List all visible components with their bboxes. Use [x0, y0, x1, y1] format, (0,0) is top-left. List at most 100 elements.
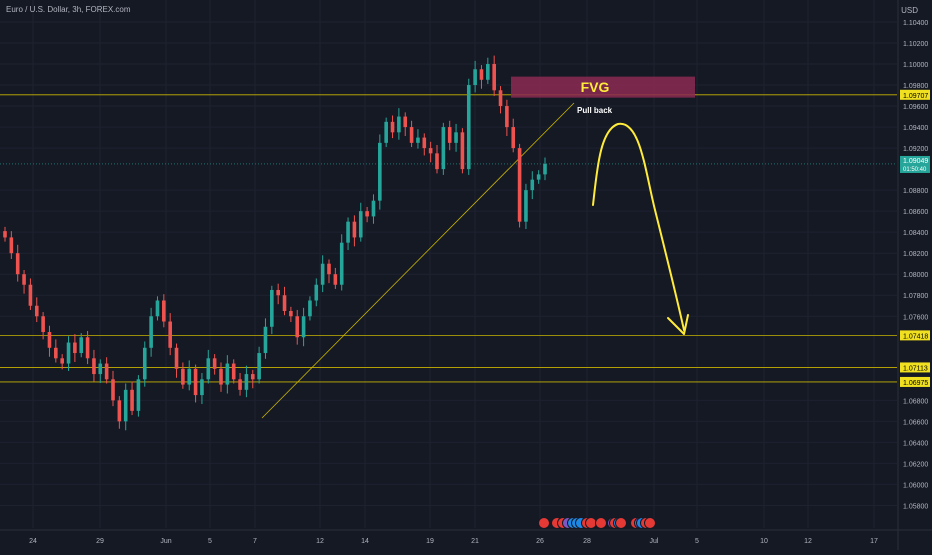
- candle: [244, 365, 249, 398]
- x-tick-label: 10: [760, 538, 768, 545]
- y-tick-label: 1.09600: [903, 104, 928, 111]
- candle-body: [181, 368, 185, 385]
- candle: [54, 339, 58, 363]
- candle: [371, 194, 376, 224]
- candle: [66, 336, 71, 371]
- candle-body: [441, 127, 446, 170]
- candle: [466, 78, 471, 175]
- candle-body: [454, 132, 458, 143]
- symbol-title: Euro / U.S. Dollar, 3h, FOREX.com: [6, 5, 131, 14]
- candle: [225, 355, 230, 394]
- candle-body: [378, 142, 382, 201]
- candle-body: [41, 316, 45, 333]
- candle-body: [473, 69, 477, 86]
- y-tick-label: 1.08000: [903, 272, 928, 279]
- candle-body: [358, 211, 363, 238]
- y-tick-label: 1.08200: [903, 251, 928, 258]
- candle-body: [327, 263, 331, 275]
- level-badge-label: 1.06975: [903, 380, 928, 387]
- candle-body: [225, 363, 230, 385]
- candle-body: [244, 374, 249, 390]
- candle-body: [250, 374, 255, 380]
- candle: [123, 383, 128, 431]
- level-badge-label: 1.07418: [903, 333, 928, 340]
- candle-body: [543, 163, 547, 175]
- candle: [530, 171, 535, 200]
- candle: [206, 349, 211, 384]
- candle-body: [212, 358, 217, 369]
- x-tick-label: 29: [96, 538, 104, 545]
- candle-body: [530, 179, 535, 191]
- event-icons: [538, 517, 656, 529]
- candle: [486, 57, 490, 84]
- candle: [181, 362, 185, 389]
- candle-body: [289, 311, 293, 317]
- candle: [301, 307, 306, 347]
- candle: [441, 122, 446, 175]
- candle-body: [168, 321, 172, 348]
- x-tick-label: 28: [583, 538, 591, 545]
- candle: [454, 123, 458, 152]
- candle: [333, 267, 338, 289]
- candle-body: [85, 337, 90, 359]
- candle: [314, 278, 319, 307]
- candle: [397, 108, 401, 140]
- candle-body: [47, 332, 52, 348]
- x-tick-label: 26: [536, 538, 544, 545]
- candle: [257, 346, 261, 384]
- candle-body: [409, 127, 414, 143]
- candle: [358, 202, 363, 242]
- x-tick-label: 12: [804, 538, 812, 545]
- candle: [308, 296, 312, 321]
- y-tick-label: 1.08400: [903, 230, 928, 237]
- candle: [403, 112, 408, 137]
- candle: [289, 306, 293, 323]
- candle-body: [517, 148, 522, 222]
- y-tick-label: 1.10200: [903, 41, 928, 48]
- event-icon: [644, 517, 656, 529]
- current-price-badge: [900, 155, 930, 173]
- candle-body: [28, 284, 33, 306]
- candle: [536, 170, 541, 184]
- y-tick-label: 1.09200: [903, 146, 928, 153]
- candle: [505, 99, 509, 137]
- candles: [3, 55, 547, 431]
- candle-body: [206, 358, 211, 380]
- candle: [111, 370, 115, 407]
- y-tick-label: 1.08800: [903, 188, 928, 195]
- candle: [187, 360, 192, 391]
- candle-body: [505, 106, 509, 128]
- event-icon: [595, 517, 607, 529]
- fvg-zone: FVG Pull back: [511, 76, 695, 115]
- candle: [98, 359, 103, 383]
- candle-body: [498, 90, 503, 107]
- candle-body: [130, 389, 134, 411]
- candle: [498, 86, 503, 114]
- x-tick-label: 7: [253, 538, 257, 545]
- candle-body: [479, 69, 484, 80]
- candle-body: [447, 127, 452, 143]
- time-axis: 24 29 Jun 5 7 12 14 19 21 26 28 Jul 5 10 12 17: [0, 529, 932, 545]
- candle: [174, 343, 179, 378]
- candle: [473, 60, 477, 93]
- countdown-label: 01:50:40: [903, 167, 927, 173]
- candle-body: [270, 289, 274, 327]
- candle: [200, 373, 204, 405]
- candle: [250, 369, 255, 389]
- candle: [263, 318, 268, 359]
- candle-body: [346, 221, 350, 243]
- candle: [85, 330, 90, 365]
- candle-body: [308, 300, 312, 317]
- candle: [327, 259, 331, 284]
- candle-body: [200, 379, 204, 396]
- candle: [155, 296, 160, 321]
- candle-body: [384, 121, 388, 143]
- candle: [15, 244, 20, 282]
- candle: [435, 144, 439, 174]
- candle: [9, 231, 14, 259]
- candle-body: [123, 389, 128, 422]
- x-tick-label: 12: [316, 538, 324, 545]
- candle-body: [257, 353, 261, 380]
